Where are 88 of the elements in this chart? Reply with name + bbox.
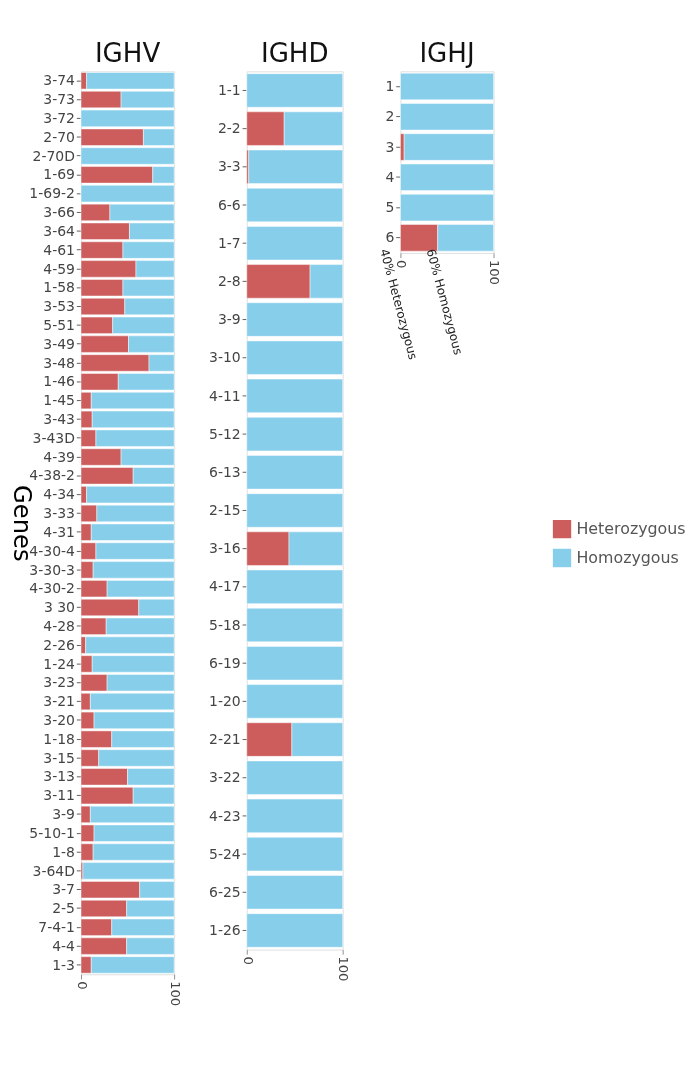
legend-label: Homozygous bbox=[576, 547, 679, 567]
y-tick-label: 4-34 bbox=[43, 486, 76, 503]
y-tick-label: 7-4-1 bbox=[38, 918, 75, 935]
y-tick-label: 3-43D bbox=[32, 429, 75, 446]
y-tick-label: 3 bbox=[385, 138, 395, 155]
y-tick-label: 4-17 bbox=[209, 578, 241, 595]
y-tick-label: 4-28 bbox=[43, 617, 75, 634]
y-tick-label: 4-4 bbox=[52, 937, 76, 954]
y-tick-label: 1-8 bbox=[52, 843, 75, 860]
y-tick-label: 4-59 bbox=[43, 260, 75, 277]
y-tick-label: 1-3 bbox=[52, 956, 75, 973]
x-tick-label: 0 bbox=[74, 981, 90, 990]
chart-title: IGHJ bbox=[419, 38, 475, 69]
y-tick-label: 2-70 bbox=[43, 128, 75, 145]
y-tick-label: 1-20 bbox=[209, 693, 241, 710]
y-tick-label: 6 bbox=[385, 229, 395, 246]
y-tick-label: 1-45 bbox=[43, 392, 75, 409]
y-tick-label: 1-69 bbox=[43, 166, 75, 183]
x-tick-label: 100 bbox=[336, 956, 352, 982]
chart-title: IGHV bbox=[94, 38, 161, 69]
y-tick-label: 4-23 bbox=[209, 807, 241, 824]
y-tick-label: 6-6 bbox=[217, 196, 241, 213]
y-tick-label: 5 bbox=[385, 199, 395, 216]
y-tick-label: 3-11 bbox=[43, 787, 75, 804]
y-tick-label: 3-48 bbox=[43, 354, 75, 371]
y-tick-label: 4 bbox=[385, 168, 395, 185]
y-tick-label: 5-51 bbox=[43, 316, 75, 333]
y-tick-label: 5-24 bbox=[209, 845, 241, 862]
y-tick-label: 4-39 bbox=[43, 448, 75, 465]
y-tick-label: 1 bbox=[385, 78, 395, 95]
y-tick-label: 5-18 bbox=[209, 616, 241, 633]
y-tick-label: 4-30-4 bbox=[29, 542, 76, 559]
y-tick-label: 3-72 bbox=[43, 110, 75, 127]
y-tick-label: 4-31 bbox=[43, 523, 75, 540]
y-tick-label: 3-16 bbox=[209, 540, 241, 557]
y-tick-label: 5-10-1 bbox=[29, 824, 75, 841]
y-tick-label: 3-7 bbox=[52, 881, 75, 898]
y-tick-label: 3-20 bbox=[43, 712, 75, 729]
y-tick-label: 1-46 bbox=[43, 373, 75, 390]
x-tick-label: 0 bbox=[394, 259, 410, 269]
x-tick-label: 100 bbox=[487, 259, 503, 285]
y-tick-label: 3-64D bbox=[32, 862, 75, 879]
y-tick-label: 4-11 bbox=[209, 387, 241, 404]
y-tick-label: 1-7 bbox=[217, 234, 241, 251]
y-tick-label: 3-22 bbox=[209, 769, 241, 786]
y-tick-label: 6-19 bbox=[209, 654, 241, 671]
y-tick-label: 2-5 bbox=[52, 900, 75, 917]
y-tick-label: 1-18 bbox=[43, 730, 75, 747]
y-tick-label: 1-1 bbox=[217, 82, 241, 99]
y-tick-label: 1-58 bbox=[43, 279, 75, 296]
y-tick-label: 3-13 bbox=[43, 768, 75, 785]
y-tick-label: 2-26 bbox=[43, 636, 75, 653]
y-tick-label: 3-43 bbox=[43, 411, 75, 428]
y-tick-label: 3-64 bbox=[43, 222, 76, 239]
y-tick-label: 3-49 bbox=[43, 335, 75, 352]
y-tick-label: 3-10 bbox=[209, 349, 241, 366]
y-tick-label: 6-13 bbox=[209, 463, 241, 480]
y-tick-label: 4-61 bbox=[43, 241, 75, 258]
y-tick-label: 3-21 bbox=[43, 693, 75, 710]
y-tick-label: 3-30-3 bbox=[29, 561, 75, 578]
y-tick-label: 1-69-2 bbox=[29, 185, 75, 202]
y-tick-label: 3 30 bbox=[43, 599, 75, 616]
y-tick-label: 2-15 bbox=[209, 502, 241, 519]
y-tick-label: 3-74 bbox=[43, 72, 76, 89]
y-tick-label: 1-24 bbox=[43, 655, 76, 672]
y-tick-label: 3-66 bbox=[43, 204, 75, 221]
y-tick-label: 3-53 bbox=[43, 298, 75, 315]
x-tick-label: 100 bbox=[167, 981, 183, 1007]
y-tick-label: 4-30-2 bbox=[29, 580, 75, 597]
y-tick-label: 2-70D bbox=[32, 147, 75, 164]
y-tick-label: 2-21 bbox=[209, 731, 241, 748]
chart-title: IGHD bbox=[260, 38, 329, 69]
y-tick-label: 2-2 bbox=[217, 120, 241, 137]
y-tick-label: 3-33 bbox=[43, 505, 75, 522]
y-tick-label: 2 bbox=[385, 108, 395, 125]
y-tick-label: 2-8 bbox=[217, 273, 241, 290]
legend-label: Heterozygous bbox=[576, 518, 686, 538]
y-tick-label: 3-9 bbox=[52, 806, 75, 823]
y-tick-label: 3-23 bbox=[43, 674, 75, 691]
y-tick-label: 5-12 bbox=[209, 425, 241, 442]
y-tick-label: 3-3 bbox=[217, 158, 241, 175]
y-tick-label: 3-73 bbox=[43, 91, 75, 108]
y-tick-label: 6-25 bbox=[209, 883, 241, 900]
y-tick-label: 3-9 bbox=[217, 311, 241, 328]
y-tick-label: 4-38-2 bbox=[29, 467, 75, 484]
x-tick-label: 0 bbox=[240, 956, 256, 965]
y-tick-label: 1-26 bbox=[209, 922, 241, 939]
y-tick-label: 3-15 bbox=[43, 749, 75, 766]
